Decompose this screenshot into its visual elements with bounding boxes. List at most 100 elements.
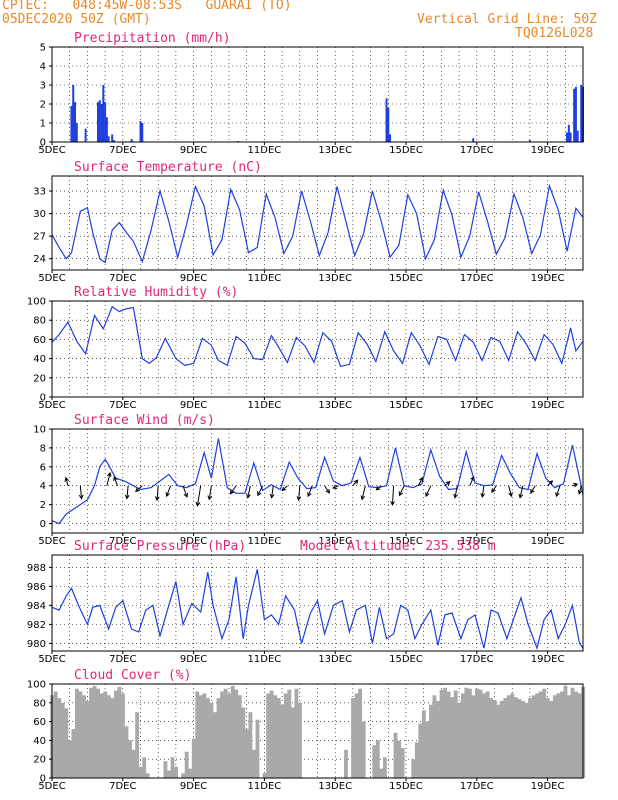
- y-tick-label: 80: [33, 316, 46, 327]
- wind-arrowhead: [154, 496, 160, 502]
- wind-vector: [530, 485, 536, 494]
- cloud-bar: [230, 685, 235, 778]
- wind-vector: [481, 485, 485, 497]
- cloud-bar: [135, 712, 140, 778]
- cloud-bar: [145, 773, 150, 778]
- wind-vector: [324, 485, 330, 494]
- y-tick-label: 8: [40, 443, 46, 454]
- y-tick-label: 988: [27, 563, 46, 574]
- x-tick-label: 17DEC: [460, 400, 494, 411]
- wind-vector: [106, 472, 111, 486]
- panel-title: Precipitation (mm/h): [74, 31, 231, 46]
- cloud-bar: [513, 697, 518, 778]
- cloud-bar: [220, 691, 224, 778]
- wind-vector: [298, 485, 301, 501]
- x-tick-label: 5DEC: [38, 536, 65, 547]
- cloud-bar: [414, 742, 419, 778]
- cloud-bar: [287, 689, 292, 778]
- cloud-bar: [269, 690, 274, 778]
- y-tick-label: 1: [40, 119, 46, 130]
- wind-vector: [425, 485, 432, 497]
- wind-arrowhead: [165, 492, 170, 498]
- cloud-bar: [131, 749, 136, 778]
- x-tick-label: 11DEC: [248, 400, 282, 411]
- wind-arrowhead: [246, 493, 251, 499]
- wind-vector: [257, 485, 264, 496]
- wind-arrowhead: [445, 481, 451, 486]
- cloud-bar: [290, 707, 295, 778]
- precip-bar: [75, 123, 78, 142]
- wind-vector: [519, 485, 524, 498]
- y-tick-label: 10: [33, 425, 46, 436]
- wind-vector: [361, 485, 366, 500]
- x-tick-label: 13DEC: [318, 400, 352, 411]
- y-tick-label: 20: [33, 755, 46, 766]
- x-tick-label: 19DEC: [531, 654, 565, 665]
- cloud-bar: [344, 749, 348, 778]
- wind-vector: [417, 477, 423, 486]
- wind-vector: [555, 485, 561, 497]
- x-tick-label: 9DEC: [180, 273, 207, 284]
- cloud-bar: [443, 687, 448, 778]
- wind-arrowhead: [418, 476, 424, 482]
- cloud-bar: [556, 693, 561, 778]
- precip-bar: [84, 128, 87, 142]
- cloud-bar: [78, 691, 83, 778]
- panel-6: 0 20 40 60 80 100 5DEC 7DEC 9DEC 11DEC 13DEC 15DEC 1…: [27, 668, 586, 792]
- cloud-bar: [521, 700, 525, 778]
- series-line-5: [51, 569, 584, 651]
- wind-arrowhead: [106, 471, 112, 477]
- y-tick-label: 980: [27, 639, 46, 650]
- cloud-bar: [510, 693, 515, 778]
- wind-arrowhead: [390, 501, 395, 506]
- y-tick-label: 60: [33, 335, 46, 346]
- cloud-bar: [248, 712, 253, 778]
- cloud-bar: [252, 749, 256, 778]
- x-tick-label: 11DEC: [248, 273, 282, 284]
- precip-bar: [528, 140, 531, 142]
- precip-bar: [74, 102, 77, 142]
- x-tick-label: 13DEC: [318, 654, 352, 665]
- cloud-bar: [400, 747, 405, 778]
- precip-bar: [141, 123, 144, 142]
- cloud-bar: [418, 723, 423, 778]
- cloud-bar: [559, 691, 564, 778]
- panel-title: Relative Humidity (%): [74, 285, 238, 300]
- cloud-bar: [266, 693, 271, 778]
- precip-bar: [385, 98, 388, 142]
- wind-arrowhead: [113, 475, 118, 481]
- cloud-bar: [121, 693, 125, 778]
- y-tick-label: 27: [33, 232, 46, 243]
- precip-bar: [72, 85, 75, 142]
- x-tick-label: 7DEC: [109, 273, 136, 284]
- cloud-bar: [227, 693, 232, 778]
- x-tick-label: 7DEC: [109, 400, 136, 411]
- model-altitude-label: Model Altitude: 235.538 m: [300, 539, 496, 554]
- x-tick-label: 13DEC: [318, 781, 352, 792]
- cloud-bar: [528, 698, 532, 778]
- cloud-bar: [538, 691, 543, 778]
- y-tick-label: 100: [27, 680, 46, 691]
- precip-bar: [102, 85, 105, 142]
- panel-title: Surface Pressure (hPa): [74, 539, 246, 554]
- y-tick-label: 0: [40, 138, 46, 149]
- cloud-bar: [393, 732, 398, 778]
- wind-arrowhead: [353, 479, 359, 485]
- x-tick-label: 9DEC: [180, 781, 207, 792]
- series-line-4: [51, 438, 584, 525]
- x-tick-label: 17DEC: [460, 654, 494, 665]
- cloud-bar: [82, 695, 86, 778]
- wind-vector: [307, 485, 313, 497]
- cloud-bar: [570, 687, 575, 778]
- wind-vector: [65, 477, 69, 486]
- y-tick-label: 40: [33, 736, 46, 747]
- y-tick-label: 33: [33, 187, 46, 198]
- x-tick-label: 11DEC: [248, 536, 282, 547]
- x-tick-label: 15DEC: [389, 400, 423, 411]
- x-tick-label: 19DEC: [531, 400, 565, 411]
- cloud-bar: [425, 721, 430, 778]
- wind-arrowhead: [325, 488, 330, 494]
- cloud-bar: [567, 695, 571, 778]
- cloud-bar: [241, 707, 246, 778]
